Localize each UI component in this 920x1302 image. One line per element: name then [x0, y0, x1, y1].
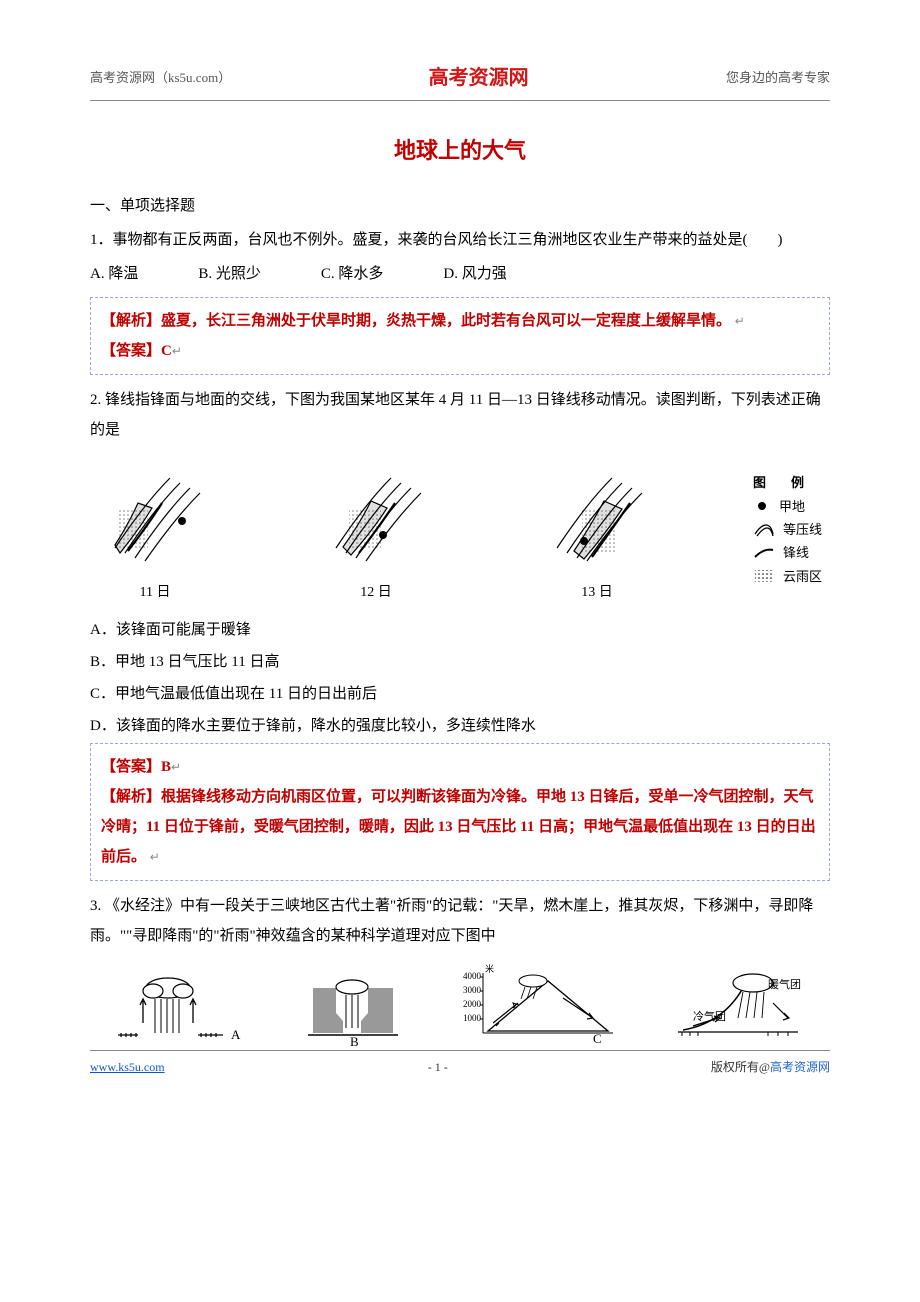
- legend-yunyu: 云雨区: [753, 565, 822, 588]
- q1-answer-box: 【解析】盛夏，长江三角洲处于伏旱时期，炎热干燥，此时若有台风可以一定程度上缓解旱…: [90, 297, 830, 375]
- front-diagram-icon: [532, 453, 662, 568]
- q1-analysis-text: 【解析】盛夏，长江三角洲处于伏旱时期，炎热干燥，此时若有台风可以一定程度上缓解旱…: [101, 313, 731, 329]
- footer-right-prefix: 版权所有@: [711, 1060, 770, 1074]
- legend-fengxian: 锋线: [753, 541, 822, 564]
- q2-option-d: D．该锋面的降水主要位于锋前，降水的强度比较小，多连续性降水: [90, 711, 830, 741]
- label-c: C: [593, 1031, 602, 1046]
- q2-figure-row: 11 日 12 日: [90, 453, 830, 607]
- q2-analysis: 【解析】根据锋线移动方向机雨区位置，可以判断该锋面为冷锋。甲地 13 日锋后，受…: [101, 782, 819, 872]
- q1-option-c: C. 降水多: [321, 259, 384, 289]
- footer-page-number: - 1 -: [428, 1057, 448, 1079]
- cold-front-icon: 冷气团 暖气团: [668, 968, 808, 1048]
- return-icon: ↵: [172, 344, 182, 358]
- svg-text:2000: 2000: [463, 999, 482, 1009]
- q3-diagram-row: A B 4000 3000 2000: [90, 963, 830, 1057]
- q2-option-c: C．甲地气温最低值出现在 11 日的日出前后: [90, 679, 830, 709]
- mountain-icon: 4000 3000 2000 1000 米 C: [463, 963, 623, 1048]
- q2-answer: 【答案】B↵: [101, 752, 819, 782]
- return-icon: ↵: [150, 850, 160, 864]
- q2-day3-label: 13 日: [532, 579, 662, 607]
- page-title: 地球上的大气: [90, 131, 830, 171]
- header-center: 高考资源网: [429, 60, 529, 96]
- q2-figure-day2: 12 日: [311, 453, 441, 607]
- q2-options: A．该锋面可能属于暖锋 B．甲地 13 日气压比 11 日高 C．甲地气温最低值…: [90, 615, 830, 741]
- label-a: A: [231, 1027, 241, 1042]
- legend-isobar-text: 等压线: [783, 518, 822, 541]
- q2-analysis-text: 【解析】根据锋线移动方向机雨区位置，可以判断该锋面为冷锋。甲地 13 日锋后，受…: [101, 789, 816, 865]
- question-1-text: 1．事物都有正反两面，台风也不例外。盛夏，来袭的台风给长江三角洲地区农业生产带来…: [90, 225, 830, 255]
- question-3-text: 3. 《水经注》中有一段关于三峡地区古代土著"祈雨"的记载："天旱，燃木崖上，推…: [90, 891, 830, 951]
- q1-option-d: D. 风力强: [443, 259, 506, 289]
- legend-jiadi: 甲地: [753, 495, 822, 518]
- q1-answer: 【答案】C↵: [101, 336, 819, 366]
- q2-day2-label: 12 日: [311, 579, 441, 607]
- section-label: 一、单项选择题: [90, 191, 830, 221]
- convection-icon: A: [113, 973, 253, 1048]
- page-footer: www.ks5u.com - 1 - 版权所有@高考资源网: [90, 1050, 830, 1079]
- content-area: 一、单项选择题 1．事物都有正反两面，台风也不例外。盛夏，来袭的台风给长江三角洲…: [90, 191, 830, 1057]
- question-1-options: A. 降温 B. 光照少 C. 降水多 D. 风力强: [90, 259, 830, 289]
- q1-option-b: B. 光照少: [198, 259, 261, 289]
- front-diagram-icon: [311, 453, 441, 568]
- q1-answer-text: 【答案】C: [101, 343, 172, 359]
- q2-answer-box: 【答案】B↵ 【解析】根据锋线移动方向机雨区位置，可以判断该锋面为冷锋。甲地 1…: [90, 743, 830, 881]
- svg-text:暖气团: 暖气团: [768, 977, 801, 991]
- footer-right-brand: 高考资源网: [770, 1060, 830, 1074]
- legend-yunyu-text: 云雨区: [783, 565, 822, 588]
- q2-answer-text: 【答案】B: [101, 759, 171, 775]
- return-icon: ↵: [171, 760, 181, 774]
- q2-figure-day1: 11 日: [90, 453, 220, 607]
- page-header: 高考资源网（ks5u.com） 高考资源网 您身边的高考专家: [90, 60, 830, 101]
- q3-diagram-c: 4000 3000 2000 1000 米 C: [463, 963, 623, 1057]
- valley-icon: B: [298, 973, 418, 1048]
- legend-jiadi-text: 甲地: [779, 495, 805, 518]
- q3-diagram-a: A: [113, 973, 253, 1057]
- legend-isobar: 等压线: [753, 518, 822, 541]
- q2-legend: 图 例 甲地 等压线 锋线 云雨区: [753, 471, 830, 588]
- svg-text:3000: 3000: [463, 985, 482, 995]
- q3-diagram-d: 冷气团 暖气团: [668, 968, 808, 1057]
- front-diagram-icon: [90, 453, 220, 568]
- label-b: B: [350, 1034, 359, 1048]
- svg-text:米: 米: [485, 963, 494, 974]
- legend-fengxian-text: 锋线: [783, 541, 809, 564]
- q3-diagram-b: B: [298, 973, 418, 1057]
- q2-day1-label: 11 日: [90, 579, 220, 607]
- question-2-text: 2. 锋线指锋面与地面的交线，下图为我国某地区某年 4 月 11 日—13 日锋…: [90, 385, 830, 445]
- q2-figure-day3: 13 日: [532, 453, 662, 607]
- q2-option-b: B．甲地 13 日气压比 11 日高: [90, 647, 830, 677]
- header-right: 您身边的高考专家: [726, 66, 830, 89]
- header-left: 高考资源网（ks5u.com）: [90, 66, 231, 89]
- q1-option-a: A. 降温: [90, 259, 138, 289]
- footer-url[interactable]: www.ks5u.com: [90, 1057, 165, 1079]
- footer-copyright: 版权所有@高考资源网: [711, 1057, 830, 1079]
- legend-title: 图 例: [753, 471, 822, 494]
- return-icon: ↵: [735, 314, 745, 328]
- svg-text:1000: 1000: [463, 1013, 482, 1023]
- q2-option-a: A．该锋面可能属于暖锋: [90, 615, 830, 645]
- svg-text:4000: 4000: [463, 971, 482, 981]
- q1-analysis: 【解析】盛夏，长江三角洲处于伏旱时期，炎热干燥，此时若有台风可以一定程度上缓解旱…: [101, 306, 819, 336]
